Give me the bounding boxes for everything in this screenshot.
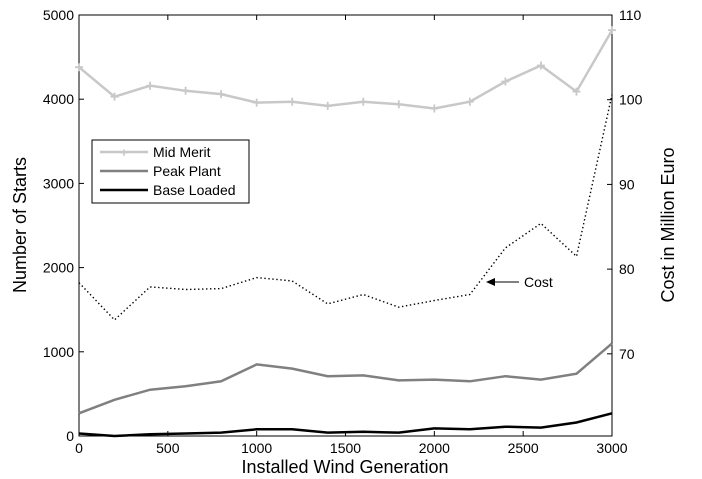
legend-plus-marker: + — [120, 145, 128, 160]
point-mid-merit — [288, 97, 297, 106]
point-mid-merit — [359, 97, 368, 106]
point-mid-merit — [110, 92, 119, 101]
point-mid-merit — [430, 104, 439, 113]
x-tick-label: 2500 — [508, 440, 539, 456]
x-tick-label: 1500 — [330, 440, 361, 456]
point-mid-merit — [181, 86, 190, 95]
point-mid-merit — [394, 100, 403, 109]
cost-annotation-label: Cost — [524, 274, 553, 290]
cost-annotation: Cost — [486, 274, 553, 290]
point-mid-merit — [572, 87, 581, 96]
point-mid-merit — [465, 97, 474, 106]
x-tick-label: 1000 — [241, 440, 272, 456]
point-mid-merit — [501, 77, 510, 86]
y2-tick-label: 90 — [619, 176, 635, 192]
point-mid-merit — [323, 101, 332, 110]
y2-tick-label: 110 — [619, 7, 642, 23]
x-tick-label: 3000 — [596, 440, 627, 456]
series-line-peak-plant — [78, 342, 613, 415]
y-tick-label: 3000 — [43, 175, 74, 191]
cost-annotation-arrowhead — [486, 278, 495, 286]
point-mid-merit — [536, 61, 545, 70]
x-axis-label: Installed Wind Generation — [241, 457, 448, 477]
x-tick-label: 2000 — [419, 440, 450, 456]
y-tick-label: 2000 — [43, 260, 74, 276]
axes-layer: 0 500 1000 1500 2000 2500 3000 0 1000 2000 3000 400… — [43, 7, 643, 456]
legend-label-mid-merit: Mid Merit — [153, 144, 211, 160]
legend-box — [91, 139, 250, 204]
x-tick-label: 0 — [75, 440, 83, 456]
y-tick-label: 5000 — [43, 7, 74, 23]
point-mid-merit — [608, 26, 616, 35]
y2-tick-label: 100 — [619, 92, 643, 108]
y-axis-label: Number of Starts — [10, 157, 30, 293]
y2-tick-label: 70 — [619, 346, 635, 362]
point-mid-merit — [75, 63, 83, 72]
series-line-mid-merit — [78, 29, 614, 110]
point-mid-merit — [217, 90, 226, 99]
y-tick-label: 4000 — [43, 91, 74, 107]
y2-axis-label: Cost in Million Euro — [658, 147, 678, 302]
plot-area — [78, 14, 613, 437]
y-tick-label: 1000 — [43, 344, 74, 360]
x-tick-label: 500 — [156, 440, 180, 456]
y-tick-label: 0 — [66, 428, 74, 444]
legend-label-peak-plant: Peak Plant — [153, 163, 221, 179]
point-mid-merit — [252, 98, 261, 107]
legend: + Mid Merit Peak Plant Base Loaded — [91, 139, 250, 204]
legend-label-base-loaded: Base Loaded — [153, 182, 236, 198]
point-mid-merit — [146, 81, 155, 90]
y2-tick-label: 80 — [619, 261, 635, 277]
series-line-cost — [78, 94, 613, 321]
